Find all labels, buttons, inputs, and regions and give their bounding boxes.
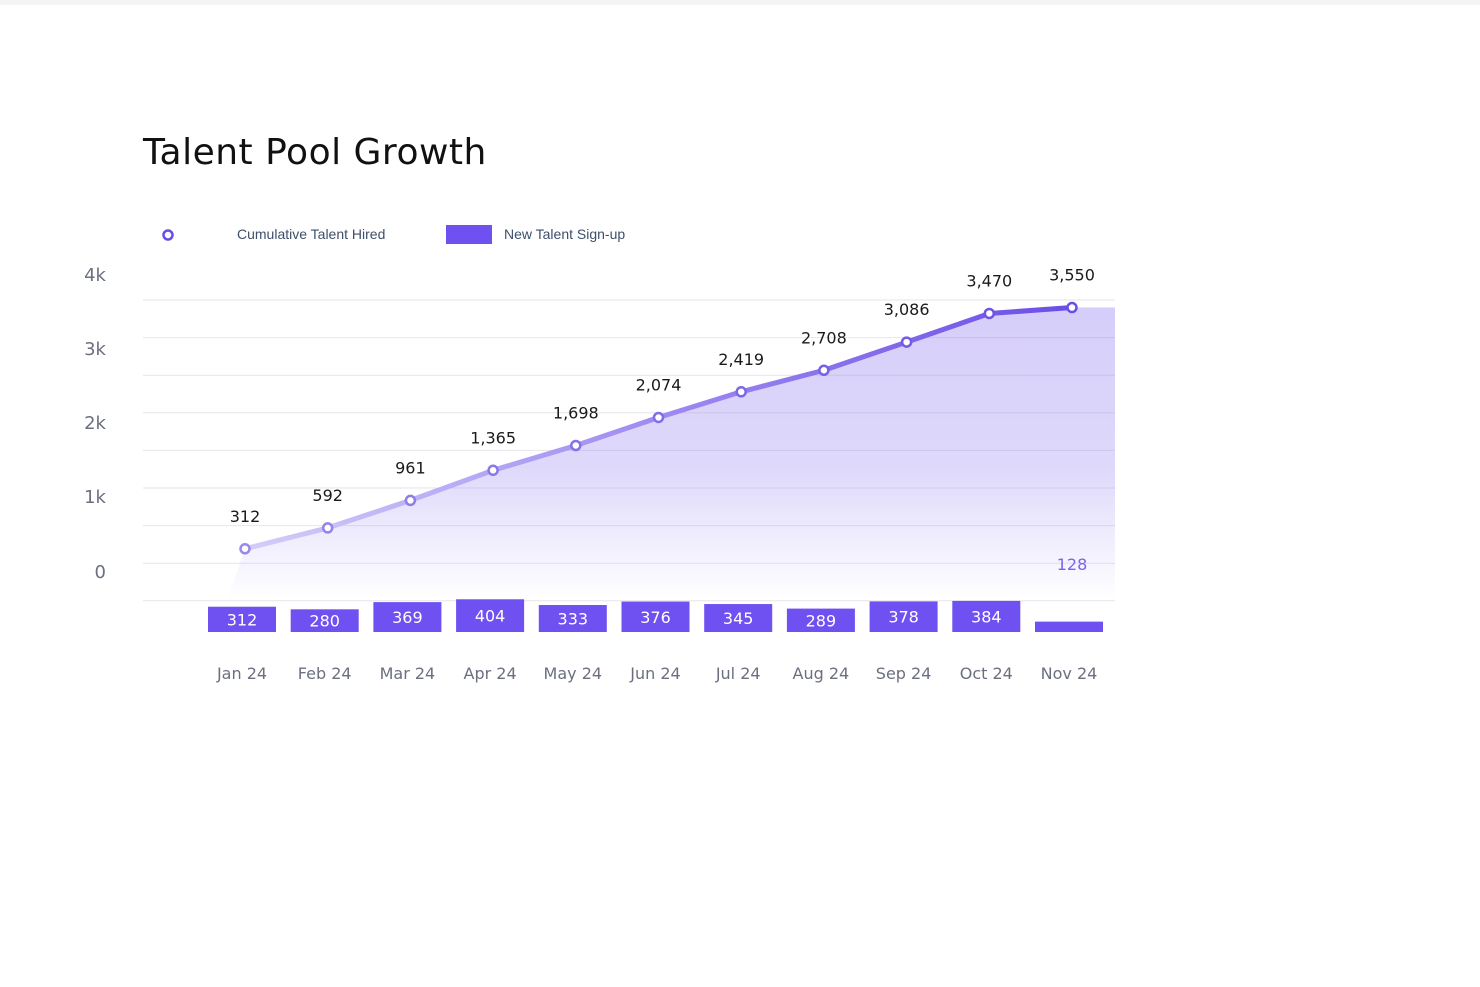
line-data-label: 592 — [312, 486, 343, 505]
bar-data-label: 384 — [971, 607, 1002, 626]
bar — [1035, 621, 1103, 632]
y-tick-label: 1k — [84, 487, 106, 508]
x-tick-label: Jan 24 — [216, 664, 267, 683]
x-tick-label: Nov 24 — [1041, 664, 1098, 683]
x-tick-label: Oct 24 — [960, 664, 1013, 683]
line-point-marker — [652, 411, 665, 424]
bar — [456, 599, 525, 632]
line-point-marker — [900, 336, 913, 348]
y-tick-label: 4k — [84, 265, 106, 286]
bar — [538, 605, 607, 632]
bar — [373, 602, 442, 632]
bar-data-label: 404 — [475, 607, 506, 626]
chart-title: Talent Pool Growth — [143, 132, 487, 173]
x-tick-label: May 24 — [544, 664, 603, 683]
line-point-marker — [818, 364, 830, 377]
y-axis: 4k 3k 2k 1k 0 — [84, 265, 106, 583]
area-fill-path — [227, 307, 1115, 600]
legend-label-new-signup: New Talent Sign-up — [504, 226, 626, 242]
bar-data-label: 369 — [392, 608, 423, 627]
x-tick-label: Aug 24 — [793, 664, 850, 683]
bar-data-label: 312 — [227, 610, 258, 629]
bar-data-label: 333 — [558, 610, 589, 629]
bar — [952, 600, 1021, 632]
x-tick-label: Feb 24 — [298, 664, 352, 683]
legend-label-cumulative: Cumulative Talent Hired — [237, 226, 386, 242]
x-tick-label: Jun 24 — [629, 664, 680, 683]
line-point-marker — [735, 386, 747, 398]
y-tick-label: 2k — [84, 413, 106, 434]
line-data-label: 3,550 — [1049, 266, 1095, 285]
line-data-label: 2,419 — [718, 350, 764, 369]
x-axis: Jan 24 Feb 24 Mar 24 Apr 24 May 24 Jun 24 Jul … — [216, 664, 1097, 683]
legend-line-swatch — [162, 229, 222, 241]
line-data-label: 1,365 — [470, 428, 516, 447]
line-data-label: 3,086 — [884, 300, 930, 319]
bar — [290, 609, 359, 632]
y-tick-label: 3k — [84, 339, 106, 360]
bar-data-label: 378 — [888, 608, 919, 627]
bar-data-label: 376 — [640, 608, 671, 627]
line-point-marker — [570, 439, 582, 452]
line-point-marker — [321, 522, 334, 534]
bar — [786, 608, 855, 632]
line-data-label: 312 — [230, 507, 261, 526]
line-data-label: 3,470 — [966, 271, 1012, 290]
cumulative-line: 312 592 961 1,365 1,698 2,074 2,419 2,708 3,086 3… — [230, 266, 1095, 555]
x-tick-label: Jul 24 — [715, 664, 761, 683]
y-tick-label: 0 — [95, 562, 106, 583]
bars: 312 280 369 404 333 376 345 289 378 384 128 — [208, 555, 1103, 632]
x-tick-label: Sep 24 — [876, 664, 932, 683]
top-border — [0, 0, 1480, 5]
line-data-label: 2,074 — [636, 375, 682, 394]
legend-bar-swatch — [446, 225, 492, 244]
line-point-marker — [487, 464, 499, 477]
bar — [704, 604, 773, 632]
x-tick-label: Apr 24 — [464, 664, 517, 683]
bar-data-label: 280 — [309, 612, 340, 631]
bar-data-label: 128 — [1057, 555, 1088, 574]
bar — [869, 601, 938, 632]
line-data-label: 2,708 — [801, 328, 847, 347]
bar — [208, 606, 276, 632]
legend-item-new-signup: New Talent Sign-up — [446, 222, 666, 248]
bar — [621, 601, 690, 632]
legend-item-cumulative: Cumulative Talent Hired — [160, 222, 410, 248]
line-point-marker — [983, 307, 996, 320]
bar-data-label: 345 — [723, 609, 754, 628]
area-fill — [227, 307, 1115, 600]
line-point-marker — [404, 494, 417, 507]
line-data-label: 961 — [395, 458, 426, 477]
line-point-marker — [239, 543, 251, 555]
line-data-label: 1,698 — [553, 403, 599, 422]
x-tick-label: Mar 24 — [380, 664, 436, 683]
line-point-marker — [1066, 301, 1078, 314]
bar-data-label: 289 — [806, 611, 837, 630]
